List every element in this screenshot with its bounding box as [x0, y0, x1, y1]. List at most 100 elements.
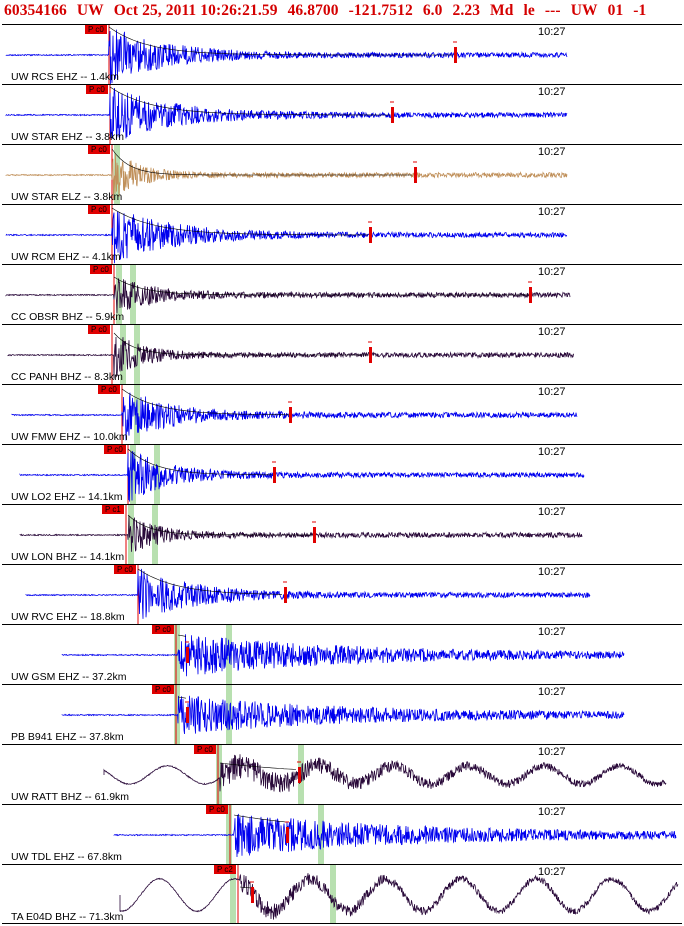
waveform-panel[interactable]: P c0 10:27 UW RCS EHZ -- 1.4km	[2, 24, 682, 84]
seismogram-trace	[19, 515, 583, 552]
pick-label[interactable]: P c2	[214, 865, 236, 874]
waveform-panel[interactable]: P c0 10:27 PB B941 EHZ -- 37.8km	[2, 684, 682, 744]
pick-label[interactable]: P c0	[104, 445, 126, 454]
waveform-panel[interactable]: P c0 10:27 UW GSM EHZ -- 37.2km	[2, 624, 682, 684]
coda-envelope	[239, 886, 253, 889]
s-window-marker	[130, 265, 136, 324]
coda-marker	[298, 767, 301, 783]
coda-marker	[369, 227, 372, 243]
coda-envelope	[111, 148, 412, 176]
coda-envelope	[121, 388, 290, 416]
waveform-plot	[25, 565, 591, 624]
header-separator: ---	[544, 2, 561, 19]
coda-marker	[286, 827, 289, 843]
pick-label[interactable]: P c0	[85, 25, 107, 34]
event-longitude: -121.7512	[348, 2, 413, 19]
magnitude-type: Md	[490, 2, 514, 19]
s-window-marker	[330, 865, 336, 923]
pick-label[interactable]: P c0	[88, 325, 110, 334]
waveform-panel[interactable]: P c0 10:27 UW TDL EHZ -- 67.8km	[2, 804, 682, 864]
waveform-panel[interactable]: P c0 10:27 UW STAR EHZ -- 3.8km	[2, 84, 682, 144]
waveform-panel[interactable]: P c2 10:27 TA E04D BHZ -- 71.3km	[2, 864, 682, 924]
s-window-marker	[216, 745, 222, 804]
waveform-plot	[11, 385, 578, 444]
coda-envelope	[113, 276, 530, 296]
station-label: UW GSM EHZ -- 37.2km	[11, 671, 127, 683]
waveform-plot	[61, 625, 625, 684]
station-label: TA E04D BHZ -- 71.3km	[11, 911, 124, 923]
coda-marker	[186, 707, 189, 723]
waveform-panel[interactable]: P c0 10:27 UW LO2 EHZ -- 14.1km	[2, 444, 682, 504]
pick-label[interactable]: P c1	[102, 505, 124, 514]
pick-label[interactable]: P c0	[88, 205, 110, 214]
pick-label[interactable]: P c0	[90, 265, 112, 274]
pick-label[interactable]: P c0	[114, 565, 136, 574]
station-label: CC OBSR BHZ -- 5.9km	[11, 311, 125, 323]
coda-envelope	[177, 634, 187, 637]
event-depth: 6.0	[422, 2, 443, 19]
event-magnitude: 2.23	[452, 2, 481, 19]
pick-label[interactable]: P c0	[152, 685, 174, 694]
waveform-plot	[103, 745, 667, 804]
pick-label[interactable]: P c0	[152, 625, 174, 634]
station-label: UW STAR EHZ -- 3.8km	[11, 131, 124, 143]
waveform-panel[interactable]: P c0 10:27 UW RCM EHZ -- 4.1km	[2, 204, 682, 264]
s-window-marker	[130, 445, 136, 504]
waveform-panel[interactable]: P c0 10:27 CC OBSR BHZ -- 5.9km	[2, 264, 682, 324]
coda-marker	[369, 347, 372, 363]
waveform-plot	[7, 325, 574, 384]
pick-label[interactable]: P c0	[98, 385, 120, 394]
waveform-panel[interactable]: P c0 10:27 UW RATT BHZ -- 61.9km	[2, 744, 682, 804]
waveform-plot	[61, 685, 625, 744]
pick-label[interactable]: P c0	[86, 85, 108, 94]
station-label: UW TDL EHZ -- 67.8km	[11, 851, 122, 863]
coda-marker	[186, 647, 189, 663]
event-id: 60354166	[4, 2, 67, 19]
seismogram-trace	[7, 336, 574, 379]
seismogram-trace	[5, 278, 571, 314]
coda-envelope	[127, 514, 312, 536]
network-code: UW	[76, 2, 104, 19]
waveform-panel[interactable]: P c0 10:27 UW RVC EHZ -- 18.8km	[2, 564, 682, 624]
waveform-panel[interactable]: P c1 10:27 UW LON BHZ -- 14.1km	[2, 504, 682, 564]
pick-label[interactable]: P c0	[194, 745, 216, 754]
coda-marker	[454, 47, 457, 63]
time-label: 10:27	[538, 86, 566, 98]
coda-marker	[289, 407, 292, 423]
time-label: 10:27	[538, 326, 566, 338]
waveform-plot	[5, 85, 568, 144]
seismogram-trace	[113, 813, 677, 858]
coda-marker	[251, 887, 254, 903]
event-type: le	[523, 2, 535, 19]
seismogram-trace	[5, 87, 568, 140]
pick-label[interactable]: P c0	[88, 145, 110, 154]
s-window-marker	[116, 265, 122, 324]
station-label: UW LO2 EHZ -- 14.1km	[11, 491, 123, 503]
event-latitude: 46.8700	[287, 2, 339, 19]
station-label: UW RCM EHZ -- 4.1km	[11, 251, 121, 263]
time-label: 10:27	[538, 686, 566, 698]
waveform-plot	[5, 25, 568, 84]
station-label: UW RCS EHZ -- 1.4km	[11, 71, 119, 83]
event-source: UW	[570, 2, 598, 19]
time-label: 10:27	[538, 446, 566, 458]
coda-marker	[414, 167, 417, 183]
waveform-panel[interactable]: P c0 10:27 UW FMW EHZ -- 10.0km	[2, 384, 682, 444]
station-label: UW RVC EHZ -- 18.8km	[11, 611, 125, 623]
coda-marker	[529, 287, 532, 303]
seismogram-trace	[11, 392, 578, 441]
coda-envelope	[233, 814, 287, 823]
s-window-marker	[230, 865, 236, 923]
time-label: 10:27	[538, 746, 566, 758]
seismogram-trace	[5, 211, 568, 264]
station-label: PB B941 EHZ -- 37.8km	[11, 731, 124, 743]
waveform-panel[interactable]: P c0 10:27 CC PANH BHZ -- 8.3km	[2, 324, 682, 384]
pick-label[interactable]: P c0	[206, 805, 228, 814]
coda-envelope	[108, 26, 453, 56]
station-label: UW LON BHZ -- 14.1km	[11, 551, 125, 563]
coda-marker	[391, 107, 394, 123]
waveform-panel[interactable]: P c0 10:27 UW STAR ELZ -- 3.8km	[2, 144, 682, 204]
time-label: 10:27	[538, 626, 566, 638]
coda-envelope	[109, 86, 390, 116]
waveform-plot	[113, 805, 677, 864]
